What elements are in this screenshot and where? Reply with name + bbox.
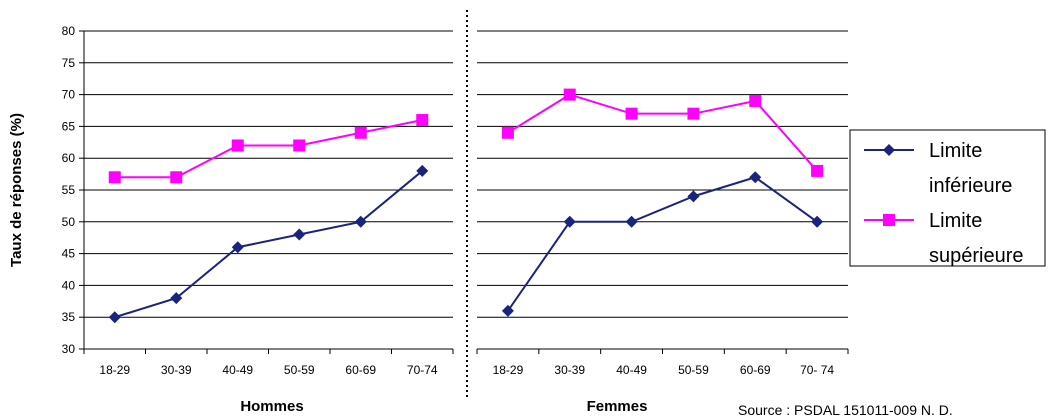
point-superieure (293, 139, 306, 152)
legend-label-superieure-1: Limite (929, 210, 982, 232)
y-tick-label: 30 (62, 342, 76, 356)
point-inferieure (687, 190, 700, 203)
y-axis: 30 35 40 45 50 55 60 65 70 75 80 (62, 24, 85, 356)
x-tick-label: 60-69 (345, 363, 376, 377)
y-tick-label: 75 (62, 56, 76, 70)
x-tick-label: 40-49 (616, 363, 647, 377)
legend-marker-inferieure (883, 144, 895, 156)
y-tick-label: 35 (62, 310, 76, 324)
point-superieure (811, 164, 824, 177)
point-superieure (231, 139, 244, 152)
x-tick-label: 70-74 (407, 363, 438, 377)
panel-title-hommes: Hommes (240, 398, 303, 415)
legend-marker-superieure (883, 214, 895, 226)
point-superieure (108, 171, 121, 184)
x-tick-label: 18-29 (493, 363, 524, 377)
panel-title-femmes: Femmes (587, 398, 648, 415)
point-inferieure (563, 215, 576, 228)
x-tick-label: 60-69 (740, 363, 771, 377)
y-tick-label: 45 (62, 247, 76, 261)
point-superieure (749, 94, 762, 107)
source-note: Source : PSDAL 151011-009 N. D. (738, 402, 953, 417)
x-tick-label: 30-39 (161, 363, 192, 377)
panel-hommes: 18-29 30-39 40-49 50-59 60-69 70-74 (83, 114, 454, 377)
legend: Limite inférieure Limite supérieure (849, 129, 1046, 267)
gridlines (84, 30, 848, 350)
point-superieure (501, 126, 514, 139)
legend-label-inferieure-1: Limite (929, 140, 982, 162)
legend-box (849, 129, 1046, 267)
point-inferieure (354, 215, 367, 228)
series-line-inferieure (507, 176, 818, 312)
point-superieure (687, 107, 700, 120)
x-tick-label: 50-59 (678, 363, 709, 377)
point-inferieure (108, 311, 121, 324)
point-inferieure (170, 292, 183, 305)
point-inferieure (293, 228, 306, 241)
point-inferieure (231, 241, 244, 254)
x-tick-label: 70- 74 (800, 363, 834, 377)
y-tick-label: 50 (62, 215, 76, 229)
point-inferieure (749, 171, 762, 184)
series-line-superieure (114, 119, 423, 179)
y-tick-label: 80 (62, 24, 76, 38)
point-inferieure (625, 215, 638, 228)
point-superieure (563, 88, 576, 101)
legend-label-inferieure-2: inférieure (929, 175, 1012, 197)
panels: 18-29 30-39 40-49 50-59 60-69 70-74 18-29 30-39… (83, 88, 849, 377)
y-tick-label: 55 (62, 183, 76, 197)
x-tick-label: 18-29 (99, 363, 130, 377)
series-line-inferieure (114, 170, 423, 319)
point-superieure (416, 114, 429, 127)
point-superieure (170, 171, 183, 184)
legend-label-superieure-2: supérieure (929, 245, 1024, 267)
point-inferieure (501, 304, 514, 317)
point-superieure (354, 126, 367, 139)
y-axis-title: Taux de réponses (%) (8, 113, 25, 267)
x-tick-label: 40-49 (222, 363, 253, 377)
panel-femmes: 18-29 30-39 40-49 50-59 60-69 70- 74 (476, 88, 849, 377)
y-tick-label: 40 (62, 278, 76, 292)
x-tick-label: 30-39 (554, 363, 585, 377)
y-tick-label: 70 (62, 88, 76, 102)
x-tick-label: 50-59 (284, 363, 315, 377)
series-line-superieure (507, 93, 818, 172)
point-inferieure (416, 164, 429, 177)
y-tick-label: 65 (62, 119, 76, 133)
point-superieure (625, 107, 638, 120)
point-inferieure (811, 215, 824, 228)
y-tick-label: 60 (62, 151, 76, 165)
